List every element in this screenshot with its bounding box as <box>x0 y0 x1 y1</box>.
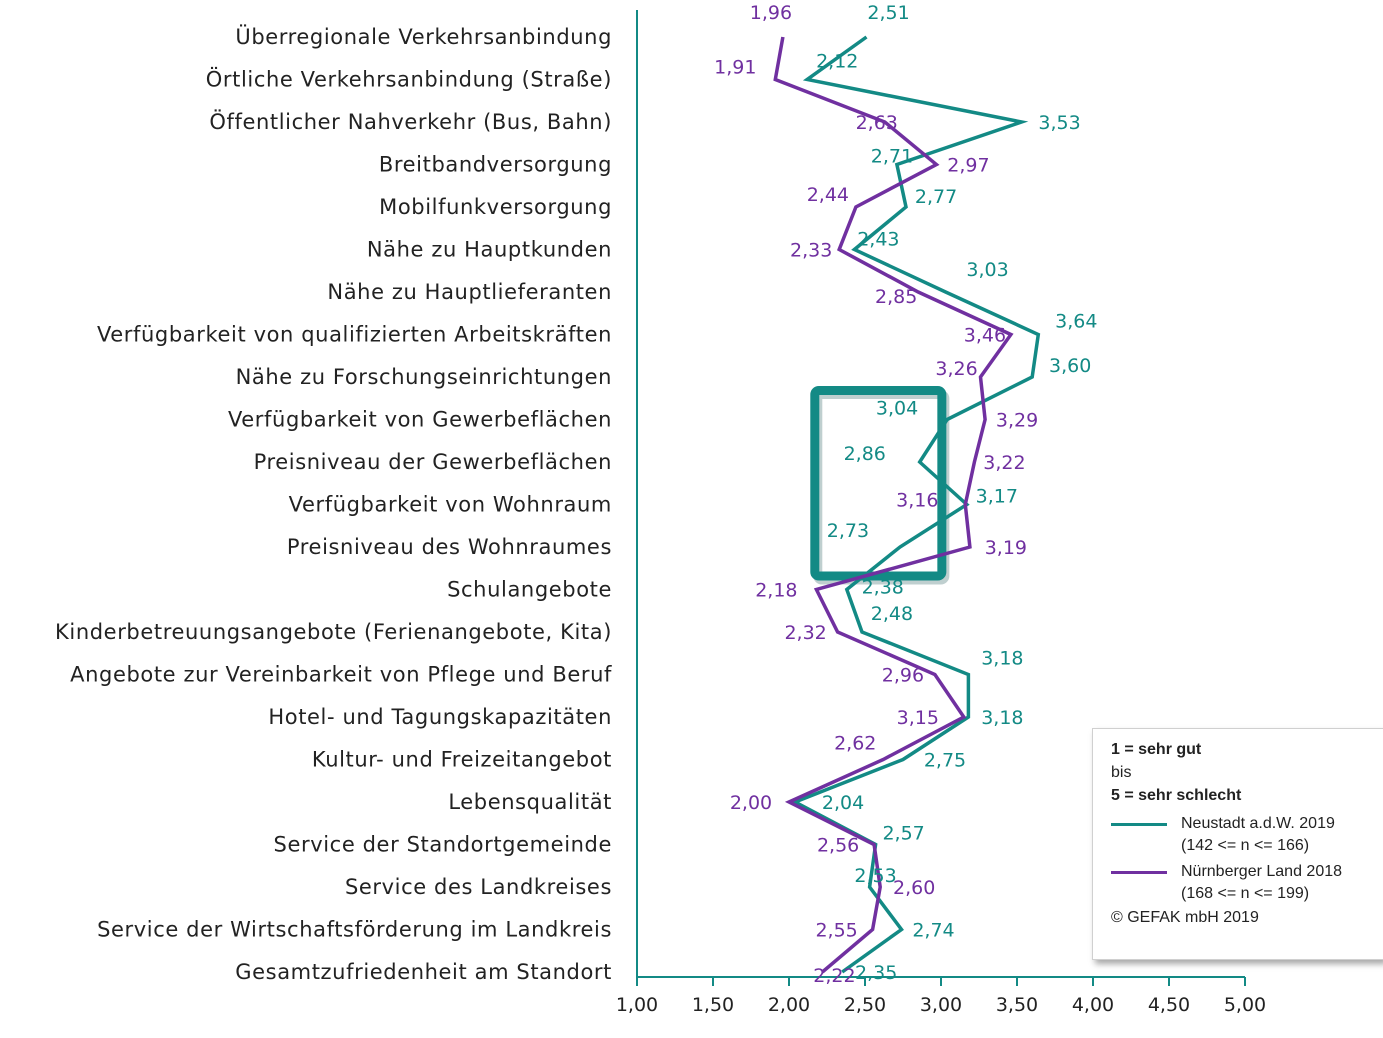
data-label-nuernberg: 2,63 <box>856 112 898 134</box>
legend-scale-top: 1 = sehr gut <box>1111 741 1202 758</box>
x-tick-label: 1,50 <box>692 994 734 1016</box>
series-lines <box>773 35 1041 974</box>
data-label-nuernberg: 3,29 <box>996 410 1038 432</box>
legend-entry-neustadt-n: (142 <= n <= 166) <box>1181 837 1310 854</box>
data-labels: 2,51 2,12 3,53 2,712,77 2,43 3,03 3,64 3,60 3,04… <box>714 2 1097 987</box>
data-label-neustadt: 3,03 <box>966 259 1008 281</box>
x-tick-label: 4,50 <box>1148 994 1190 1016</box>
category-label: Mobilfunkversorgung <box>379 195 612 219</box>
data-label-neustadt: 2,75 <box>924 750 966 772</box>
category-label: Angebote zur Vereinbarkeit von Pflege un… <box>70 663 612 687</box>
data-label-nuernberg: 2,62 <box>834 733 876 755</box>
data-label-neustadt: 2,12 <box>816 51 858 73</box>
legend-scale-mid: bis <box>1111 764 1132 781</box>
data-label-neustadt: 2,57 <box>882 823 924 845</box>
category-label: Verfügbarkeit von Wohnraum <box>289 493 612 517</box>
category-label: Gesamtzufriedenheit am Standort <box>235 960 612 984</box>
x-tick-label: 5,00 <box>1224 994 1266 1016</box>
legend: 1 = sehr gut bis 5 = sehr schlecht Neust… <box>1092 728 1383 960</box>
data-label-nuernberg: 2,22 <box>813 965 855 987</box>
data-label-nuernberg: 2,60 <box>893 877 935 899</box>
data-label-nuernberg: 2,32 <box>784 622 826 644</box>
data-label-neustadt: 3,18 <box>981 707 1023 729</box>
data-label-nuernberg: 3,46 <box>964 325 1006 347</box>
category-label: Preisniveau des Wohnraumes <box>287 535 612 559</box>
x-tick-label: 2,50 <box>844 994 886 1016</box>
legend-swatch-neustadt <box>1111 823 1167 826</box>
data-label-nuernberg: 1,91 <box>714 57 756 79</box>
legend-entry-nuernberg-name: Nürnberger Land 2018 <box>1181 863 1343 880</box>
data-label-neustadt: 2,51 <box>867 2 909 24</box>
data-label-neustadt: 2,38 <box>862 577 904 599</box>
category-label: Schulangebote <box>447 578 612 602</box>
data-label-nuernberg: 2,85 <box>875 286 917 308</box>
category-label: Kultur- und Freizeitangebot <box>312 748 612 772</box>
category-label: Preisniveau der Gewerbeflächen <box>254 450 612 474</box>
data-label-neustadt: 2,86 <box>844 443 886 465</box>
x-tick-label: 4,00 <box>1072 994 1114 1016</box>
data-label-nuernberg: 3,16 <box>896 490 938 512</box>
data-label-neustadt: 2,04 <box>822 792 864 814</box>
category-label: Nähe zu Hauptkunden <box>367 238 612 262</box>
data-label-neustadt: 3,17 <box>976 486 1018 508</box>
category-label: Nähe zu Hauptlieferanten <box>327 280 612 304</box>
x-tick-label: 2,00 <box>768 994 810 1016</box>
x-tick-label: 3,00 <box>920 994 962 1016</box>
category-label: Service der Wirtschaftsförderung im Land… <box>97 918 612 942</box>
x-tick-label: 1,00 <box>616 994 658 1016</box>
data-label-nuernberg: 3,22 <box>983 452 1025 474</box>
data-label-nuernberg: 2,97 <box>947 155 989 177</box>
category-label: Öffentlicher Nahverkehr (Bus, Bahn) <box>209 109 612 134</box>
data-label-neustadt: 2,74 <box>912 920 954 942</box>
legend-entry-nuernberg-n: (168 <= n <= 199) <box>1181 885 1310 902</box>
data-label-neustadt: 3,18 <box>981 648 1023 670</box>
legend-entry-neustadt-name: Neustadt a.d.W. 2019 <box>1181 815 1335 832</box>
data-label-neustadt: 3,04 <box>876 398 918 420</box>
data-label-neustadt: 2,77 <box>915 186 957 208</box>
data-label-neustadt: 3,64 <box>1055 311 1097 333</box>
data-label-neustadt: 2,71 <box>871 146 913 168</box>
data-label-nuernberg: 2,96 <box>882 665 924 687</box>
category-label: Nähe zu Forschungseinrichtungen <box>236 365 612 389</box>
category-label: Überregionale Verkehrsanbindung <box>235 24 612 49</box>
legend-swatch-nuernberg <box>1111 871 1167 874</box>
x-tick-label: 3,50 <box>996 994 1038 1016</box>
data-label-nuernberg: 2,55 <box>815 920 857 942</box>
category-label: Örtliche Verkehrsanbindung (Straße) <box>206 67 612 92</box>
legend-copyright: © GEFAK mbH 2019 <box>1111 909 1259 926</box>
category-label: Lebensqualität <box>448 790 612 814</box>
data-label-nuernberg: 2,00 <box>730 792 772 814</box>
data-label-neustadt: 3,60 <box>1049 355 1091 377</box>
category-label: Kinderbetreuungsangebote (Ferienangebote… <box>55 620 612 644</box>
data-label-nuernberg: 3,26 <box>935 358 977 380</box>
category-label: Verfügbarkeit von Gewerbeflächen <box>228 408 612 432</box>
legend-scale-bottom: 5 = sehr schlecht <box>1111 787 1242 804</box>
category-label: Service der Standortgemeinde <box>274 833 612 857</box>
data-label-neustadt: 2,48 <box>871 603 913 625</box>
axes: 1,00 1,50 2,00 2,50 3,00 3,50 4,00 4,50 5,00 <box>616 10 1266 1016</box>
data-label-nuernberg: 1,96 <box>750 2 792 24</box>
series-line-nuernberg <box>773 36 1014 974</box>
legend-entry-nuernberg: Nürnberger Land 2018 (168 <= n <= 199) <box>1111 861 1383 905</box>
data-label-neustadt: 3,53 <box>1038 112 1080 134</box>
category-label: Verfügbarkeit von qualifizierten Arbeits… <box>97 323 612 347</box>
data-label-nuernberg: 2,56 <box>817 835 859 857</box>
category-labels: Überregionale Verkehrsanbindung Örtliche … <box>55 24 612 984</box>
data-label-nuernberg: 2,33 <box>790 240 832 262</box>
data-label-nuernberg: 2,18 <box>755 580 797 602</box>
data-label-neustadt: 2,35 <box>855 962 897 984</box>
data-label-neustadt: 2,73 <box>827 520 869 542</box>
category-label: Hotel- und Tagungskapazitäten <box>268 705 612 729</box>
category-label: Breitbandversorgung <box>379 153 612 177</box>
data-label-neustadt: 2,43 <box>857 229 899 251</box>
data-label-neustadt: 2,53 <box>854 865 896 887</box>
category-label: Service des Landkreises <box>345 875 612 899</box>
data-label-nuernberg: 3,15 <box>897 707 939 729</box>
highlight-box-shadow <box>813 390 950 585</box>
legend-entry-neustadt: Neustadt a.d.W. 2019 (142 <= n <= 166) <box>1111 813 1383 857</box>
data-label-nuernberg: 2,44 <box>807 184 849 206</box>
data-label-nuernberg: 3,19 <box>985 537 1027 559</box>
